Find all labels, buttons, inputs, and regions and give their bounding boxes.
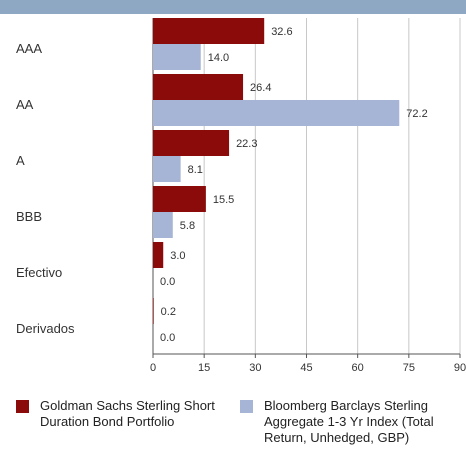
category-label: Efectivo (16, 265, 62, 280)
legend-swatch-index (240, 400, 253, 413)
x-tick-label: 75 (403, 362, 415, 374)
data-label: 14.0 (208, 52, 229, 64)
data-label: 15.5 (213, 194, 234, 206)
data-label: 26.4 (250, 82, 271, 94)
legend-swatch-portfolio (16, 400, 29, 413)
category-label: AAA (16, 41, 42, 56)
bar (153, 212, 173, 238)
data-label: 0.0 (160, 332, 175, 344)
x-tick-label: 30 (249, 362, 261, 374)
data-label: 0.2 (161, 306, 176, 318)
bar (153, 186, 206, 212)
data-label: 72.2 (406, 108, 427, 120)
data-label: 3.0 (170, 250, 185, 262)
data-label: 22.3 (236, 138, 257, 150)
x-tick-label: 90 (454, 362, 466, 374)
data-label: 8.1 (188, 164, 203, 176)
bar (153, 74, 244, 100)
legend-label-portfolio: Goldman Sachs Sterling Short Duration Bo… (40, 398, 215, 429)
bar (153, 130, 230, 156)
category-label: A (16, 153, 25, 168)
data-label: 32.6 (271, 26, 292, 38)
bar (153, 18, 265, 44)
x-tick-label: 60 (352, 362, 364, 374)
bar (153, 100, 400, 126)
bar-chart: 0 15 30 45 60 75 90 AAA 32.6 14.0 AA 26.4 72.2 A 22.3 8… (16, 18, 466, 374)
bar (153, 44, 201, 70)
x-tick-label: 45 (300, 362, 312, 374)
x-tick-label: 0 (150, 362, 156, 374)
legend-label-index: Bloomberg Barclays Sterling Aggregate 1-… (264, 398, 434, 445)
category-label: AA (16, 97, 34, 112)
bar (153, 242, 164, 268)
header-band (0, 0, 466, 14)
bar (153, 156, 181, 182)
category-label: Derivados (16, 321, 75, 336)
category-label: BBB (16, 209, 42, 224)
data-label: 0.0 (160, 276, 175, 288)
data-label: 5.8 (180, 220, 195, 232)
bar (153, 298, 154, 324)
x-tick-label: 15 (198, 362, 210, 374)
